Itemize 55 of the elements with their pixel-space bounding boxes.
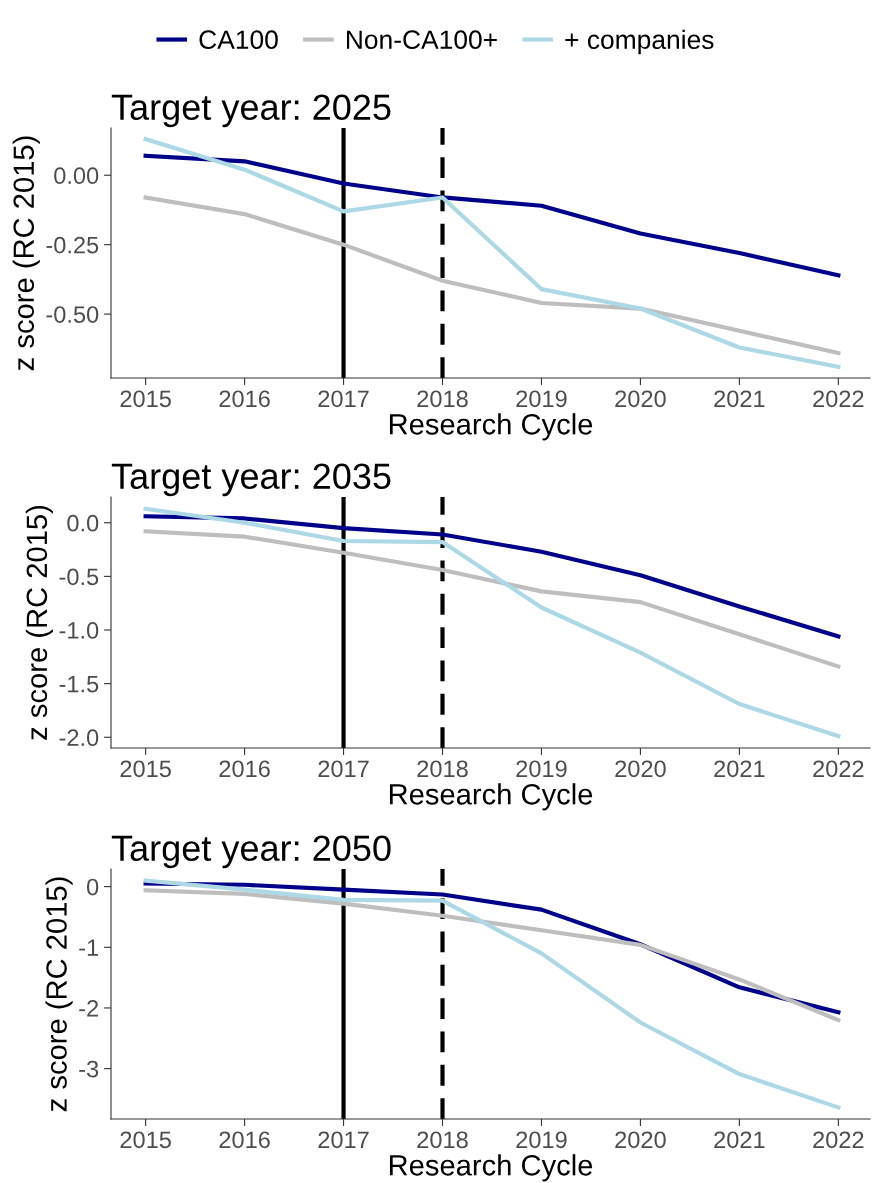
y-tick-label: 0 xyxy=(86,878,99,896)
y-tick-label: -0.50 xyxy=(46,306,99,323)
x-tick-label: 2015 xyxy=(120,1131,171,1149)
y-tick-label: -0.5 xyxy=(59,568,99,586)
x-tick-label: 2019 xyxy=(516,1131,567,1149)
y-tick-label: 0.00 xyxy=(54,167,99,185)
x-tick-label: 2018 xyxy=(417,390,468,408)
x-tick-label: 2018 xyxy=(417,760,468,778)
x-axis-title: Research Cycle xyxy=(389,1154,593,1182)
x-axis-title: Research Cycle xyxy=(389,413,593,441)
x-tick-label: 2022 xyxy=(813,760,864,778)
line-series xyxy=(143,878,841,1110)
y-tick-label: -3 xyxy=(79,1060,99,1078)
x-tick-label: 2019 xyxy=(516,390,567,408)
x-tick-label: 2022 xyxy=(813,1131,864,1149)
line-series xyxy=(143,137,841,369)
chart-title: Target year: 2035 xyxy=(111,463,391,497)
chart-title: Target year: 2050 xyxy=(111,835,391,869)
x-tick-label: 2015 xyxy=(120,760,171,778)
line-series xyxy=(143,529,841,669)
x-tick-label: 2020 xyxy=(615,760,666,778)
line-series xyxy=(143,195,841,356)
x-tick-label: 2021 xyxy=(714,390,765,408)
x-tick-label: 2017 xyxy=(318,1131,369,1149)
x-tick-label: 2020 xyxy=(615,390,666,408)
x-tick-label: 2021 xyxy=(714,760,765,778)
y-axis-title: z score (RC 2015) xyxy=(12,136,40,371)
y-tick-label: -0.25 xyxy=(46,236,99,254)
y-axis-title: z score (RC 2015) xyxy=(25,505,53,740)
y-tick-label: -2.0 xyxy=(59,729,99,747)
y-tick-label: -1.5 xyxy=(59,675,99,693)
x-tick-label: 2019 xyxy=(516,760,567,778)
y-tick-label: -1 xyxy=(79,939,99,956)
x-axis-title: Research Cycle xyxy=(389,783,593,811)
legend-label: Non-CA100+ xyxy=(346,30,497,50)
x-tick-label: 2017 xyxy=(318,390,369,408)
x-tick-label: 2018 xyxy=(417,1131,468,1149)
line-series xyxy=(143,506,841,739)
legend-label: CA100 xyxy=(199,30,278,50)
x-tick-label: 2015 xyxy=(120,390,171,408)
y-tick-label: 0.0 xyxy=(67,514,99,532)
x-tick-label: 2021 xyxy=(714,1131,765,1149)
x-tick-label: 2017 xyxy=(318,760,369,778)
legend-label: + companies xyxy=(565,29,714,55)
x-tick-label: 2016 xyxy=(219,1131,270,1149)
y-tick-label: -1.0 xyxy=(59,622,99,639)
line-series xyxy=(143,514,841,639)
line-series xyxy=(143,153,841,278)
x-tick-label: 2022 xyxy=(813,390,864,408)
x-tick-label: 2016 xyxy=(219,760,270,778)
chart-title: Target year: 2025 xyxy=(111,94,391,128)
y-axis-title: z score (RC 2015) xyxy=(45,877,73,1112)
x-tick-label: 2020 xyxy=(615,1131,666,1149)
x-tick-label: 2016 xyxy=(219,390,270,408)
y-tick-label: -2 xyxy=(79,1000,99,1017)
